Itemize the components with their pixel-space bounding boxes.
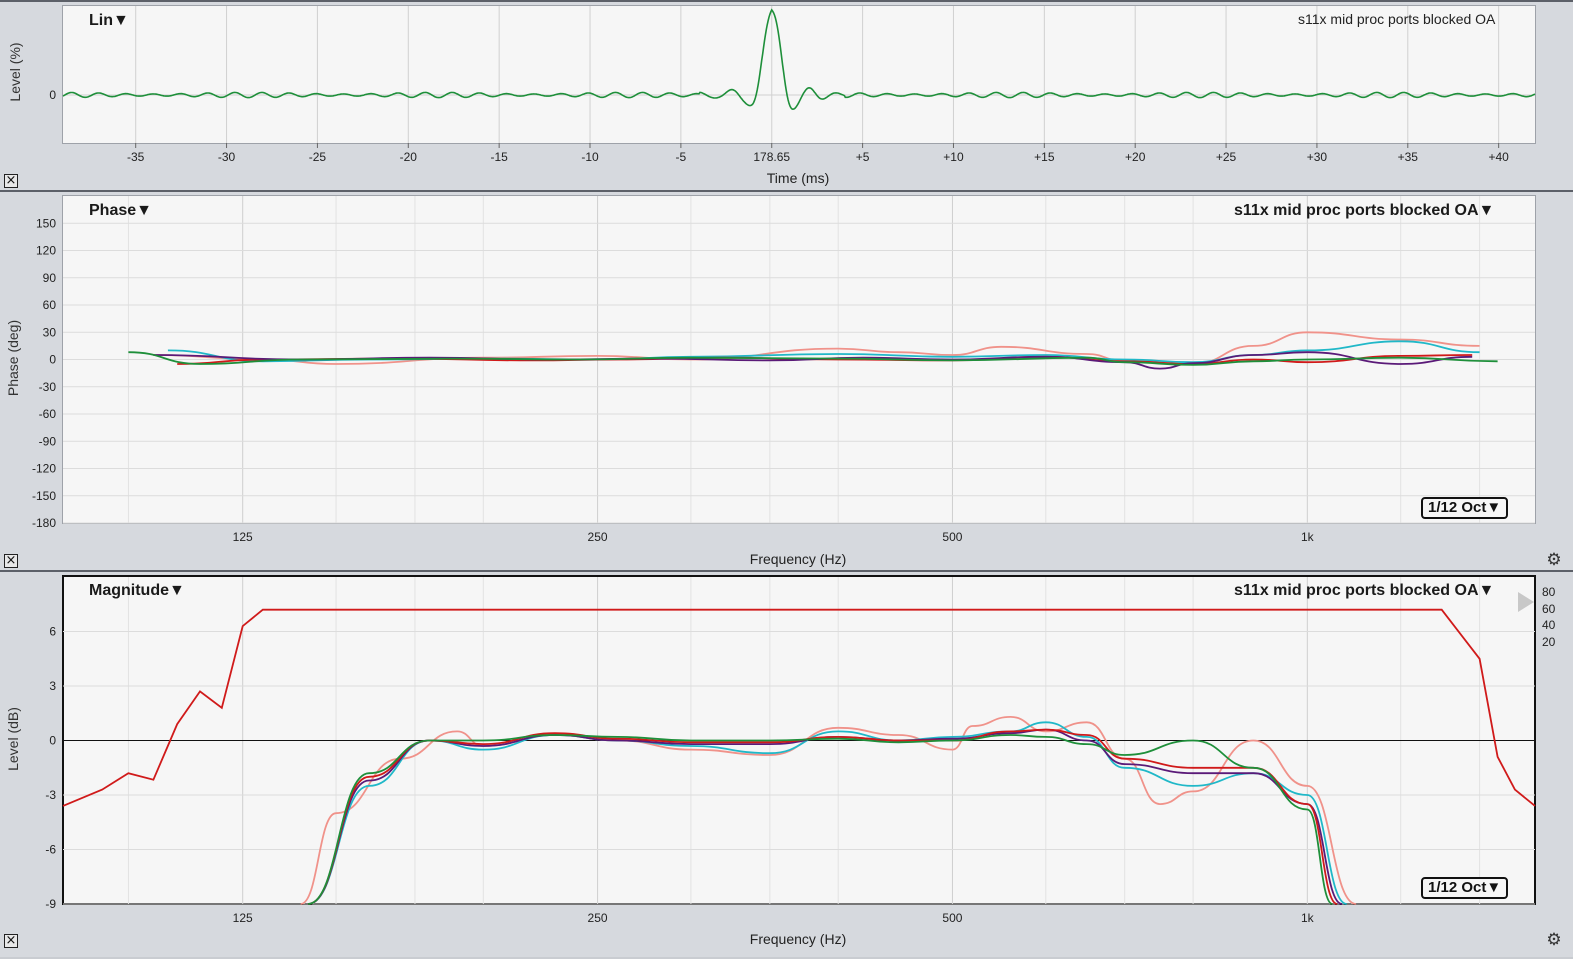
y-tick-label: -90 [39,434,57,448]
y-tick-label: 3 [49,679,56,693]
y-tick-label: -30 [39,380,57,394]
magnitude-x-axis-label: Frequency (Hz) [749,931,847,947]
x-tick-label: -35 [127,150,145,164]
coherence-tick: 60 [1542,601,1556,616]
scale-drag-handle-icon[interactable] [1518,592,1534,612]
x-tick-label: 1k [1301,911,1315,925]
x-tick-label: +10 [943,150,964,164]
magnitude-trace [300,715,1357,905]
x-tick-label: +35 [1398,150,1419,164]
phase-mode-menu[interactable]: Phase▼ [89,202,152,219]
impulse-mode-menu[interactable]: Lin▼ [89,12,129,29]
coherence-tick: 80 [1542,585,1556,599]
magnitude-chart: 125 250 500 1k 6 3 0 -3 -6 -9 [45,577,1536,925]
phase-gear-icon[interactable]: ⚙ [1546,550,1562,570]
phase-trace [128,351,1498,366]
magnitude-mode-menu[interactable]: Magnitude▼ [89,582,185,599]
y-tick-label: 120 [36,244,56,258]
x-tick-label: -20 [400,150,418,164]
y-tick-label: -60 [39,407,57,421]
magnitude-y-axis-label: Level (dB) [5,707,21,771]
impulse-y-axis-label: Level (%) [7,42,23,102]
y-tick-label: -9 [45,897,56,911]
y-tick-label: 0 [49,734,56,748]
phase-measurement-menu[interactable]: s11x mid proc ports blocked OA▼ [1234,202,1495,219]
phase-trace [153,351,1473,370]
x-tick-label: 500 [942,911,962,925]
magnitude-trace [307,728,1338,905]
phase-x-axis-label: Frequency (Hz) [749,551,847,567]
coherence-scale: 80 60 40 20 [1542,584,1555,650]
magnitude-smoothing-menu[interactable]: 1/12 Oct▼ [1421,877,1509,899]
y-tick-label: -6 [45,843,56,857]
x-tick-label: -5 [676,150,687,164]
coherence-tick: 40 [1542,618,1556,632]
phase-chart: 125 250 500 1k 150 120 90 60 30 0 -30 -60 -90 -120 -15… [32,196,1535,544]
phase-smoothing-menu[interactable]: 1/12 Oct▼ [1421,497,1509,519]
impulse-x-axis-label: Time (ms) [766,170,830,186]
y-tick-label: 60 [43,298,57,312]
impulse-measurement-title: s11x mid proc ports blocked OA [1298,11,1496,27]
magnitude-trace [307,728,1343,905]
y-tick-label: -150 [32,489,56,503]
y-tick-label: -3 [45,788,56,802]
x-tick-label: -15 [490,150,508,164]
x-tick-label: +5 [856,150,870,164]
x-tick-label: +15 [1034,150,1055,164]
x-tick-label: +25 [1216,150,1237,164]
magnitude-close-icon[interactable]: × [4,933,18,948]
coherence-tick: 20 [1542,634,1556,649]
x-tick-label: 250 [588,530,608,544]
x-tick-label: 250 [588,911,608,925]
phase-trace [153,331,1480,365]
coherence-trace [62,608,1536,807]
x-tick-label: -25 [309,150,327,164]
x-tick-label: +40 [1488,150,1509,164]
x-tick-label: 125 [233,911,253,925]
x-tick-label: -10 [581,150,599,164]
y-tick-label: 30 [43,325,57,339]
phase-close-icon[interactable]: × [4,553,18,568]
x-tick-label: 500 [942,530,962,544]
phase-pane: 125 250 500 1k 150 120 90 60 30 0 -30 -60 -90 -120 -15… [0,190,1573,572]
y-tick-label: 0 [49,353,56,367]
y-tick-label: 6 [49,625,56,639]
impulse-chart: -35 -30 -25 -20 -15 -10 -5 178.65 +5 +10 +15 +20 +25… [49,6,1536,164]
x-tick-label: 178.65 [753,150,790,164]
magnitude-gear-icon[interactable]: ⚙ [1546,930,1562,950]
y-tick-label: 0 [49,88,56,102]
impulse-close-icon[interactable]: × [4,173,18,188]
x-tick-label: 1k [1301,530,1315,544]
y-tick-label: 90 [43,271,57,285]
magnitude-pane: 125 250 500 1k 6 3 0 -3 -6 -9 Level (dB) Frequenc… [0,570,1573,957]
impulse-pane: -35 -30 -25 -20 -15 -10 -5 178.65 +5 +10 +15 +20 +25… [0,0,1573,191]
x-tick-label: +30 [1307,150,1328,164]
x-tick-label: -30 [218,150,236,164]
magnitude-measurement-menu[interactable]: s11x mid proc ports blocked OA▼ [1234,582,1495,599]
x-tick-label: 125 [233,530,253,544]
x-tick-label: +20 [1125,150,1146,164]
phase-y-axis-label: Phase (deg) [5,319,21,397]
y-tick-label: -180 [32,516,56,530]
y-tick-label: -120 [32,462,56,476]
y-tick-label: 150 [36,216,56,230]
impulse-plot-area[interactable] [62,5,1536,144]
impulse-trace [62,8,1536,111]
magnitude-trace [307,721,1348,905]
magnitude-trace [307,734,1333,905]
